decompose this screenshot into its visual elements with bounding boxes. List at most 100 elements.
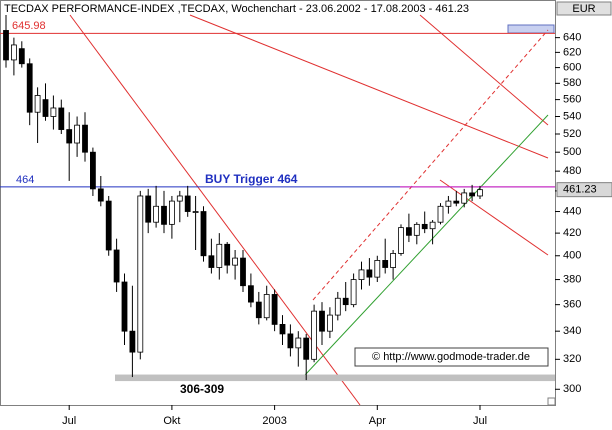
- candle-body: [461, 192, 468, 204]
- candle-body: [232, 257, 239, 266]
- candle-body: [350, 279, 357, 306]
- candle-body: [184, 195, 191, 212]
- candle-body: [382, 260, 389, 268]
- candle-body: [66, 129, 73, 144]
- watermark: © http://www.godmode-trader.de: [372, 351, 530, 363]
- corner-box: [547, 397, 556, 406]
- candle-body: [295, 337, 302, 349]
- candle-body: [240, 257, 246, 287]
- currency: EUR: [572, 3, 595, 15]
- candle-body: [90, 151, 96, 190]
- candle-body: [3, 30, 9, 61]
- candle-body: [255, 301, 262, 319]
- resistance-label: 645.98: [12, 20, 46, 32]
- candle-body: [168, 200, 175, 225]
- candle-body: [303, 337, 310, 360]
- candle-body: [279, 324, 286, 335]
- candle-body: [129, 330, 136, 353]
- candle-body: [74, 124, 80, 144]
- support-label: 306-309: [180, 382, 224, 396]
- candle-body: [113, 249, 120, 283]
- candle-body: [413, 223, 420, 236]
- candle-body: [263, 294, 270, 319]
- candle-body: [97, 188, 104, 202]
- buy-trigger-value: 464: [16, 174, 34, 186]
- y-tick-label: 620: [563, 46, 581, 58]
- y-tick-label: 480: [563, 165, 581, 177]
- candle-body: [287, 333, 294, 349]
- candle-body: [137, 195, 144, 353]
- candle-body: [224, 243, 231, 266]
- y-tick-label: 420: [563, 227, 581, 239]
- candle-body: [58, 107, 65, 130]
- candle-body: [145, 195, 152, 223]
- currency-box: [556, 1, 612, 16]
- watermark-box: [354, 347, 549, 367]
- y-tick-label: 360: [563, 299, 581, 311]
- candle-body: [18, 48, 25, 65]
- chart-title: TECDAX PERFORMANCE-INDEX ,TECDAX, Wochen…: [4, 3, 469, 15]
- candle-body: [437, 205, 444, 223]
- candle-body: [477, 189, 483, 197]
- last-price-box: [556, 182, 612, 198]
- candle-body: [161, 205, 167, 225]
- candle-body: [176, 195, 183, 202]
- y-tick-label: 640: [563, 32, 581, 44]
- y-tick-label: 540: [563, 110, 581, 122]
- candle-body: [216, 243, 223, 268]
- y-tick-label: 500: [563, 146, 581, 158]
- buy-trigger-label: BUY Trigger 464: [205, 172, 298, 186]
- candle-body: [342, 297, 349, 306]
- trendline: [304, 114, 549, 376]
- candle-body: [208, 255, 215, 268]
- x-tick-label: Jul: [473, 415, 487, 427]
- candle-body: [50, 107, 57, 117]
- candle-body: [82, 124, 88, 153]
- candle-body: [247, 285, 254, 303]
- candle-body: [311, 310, 318, 360]
- candle-body: [42, 99, 49, 117]
- candle-body: [121, 281, 128, 332]
- x-tick-label: Jul: [62, 415, 76, 427]
- plot-frame: [0, 0, 556, 406]
- candle-body: [200, 211, 207, 257]
- candle-body: [271, 294, 278, 325]
- candle-body: [405, 227, 412, 236]
- x-tick-label: Okt: [163, 415, 180, 427]
- last-price-label: 461.23: [563, 184, 597, 196]
- candle-body: [445, 200, 452, 207]
- y-tick-label: 340: [563, 325, 581, 337]
- y-tick-label: 400: [563, 250, 581, 262]
- trendline: [439, 179, 549, 256]
- y-tick-label: 520: [563, 128, 581, 140]
- candle-body: [319, 310, 325, 332]
- trendline: [189, 14, 549, 159]
- candle-body: [34, 95, 41, 113]
- candle-body: [358, 269, 365, 280]
- candle-body: [374, 260, 381, 278]
- y-tick-label: 300: [563, 383, 581, 395]
- candle-body: [429, 221, 436, 230]
- y-tick-label: 440: [563, 205, 581, 217]
- y-tick-label: 580: [563, 77, 581, 89]
- candle-body: [26, 63, 33, 113]
- y-tick-label: 560: [563, 94, 581, 106]
- trendline: [312, 29, 549, 301]
- decor-box: [507, 24, 555, 34]
- y-tick-label: 380: [563, 273, 581, 285]
- candle-body: [469, 192, 476, 197]
- candle-body: [153, 205, 160, 223]
- y-tick-label: 600: [563, 61, 581, 73]
- candle-body: [105, 200, 112, 251]
- x-tick-label: Apr: [369, 415, 386, 427]
- y-tick-label: 320: [563, 353, 581, 365]
- x-tick-label: 2003: [262, 415, 286, 427]
- candle-body: [421, 223, 428, 230]
- support-zone: [115, 374, 555, 382]
- candle-body: [326, 314, 333, 332]
- candle-body: [390, 253, 397, 268]
- candle-body: [192, 211, 199, 213]
- candle-body: [366, 269, 373, 278]
- candle-body: [334, 297, 341, 316]
